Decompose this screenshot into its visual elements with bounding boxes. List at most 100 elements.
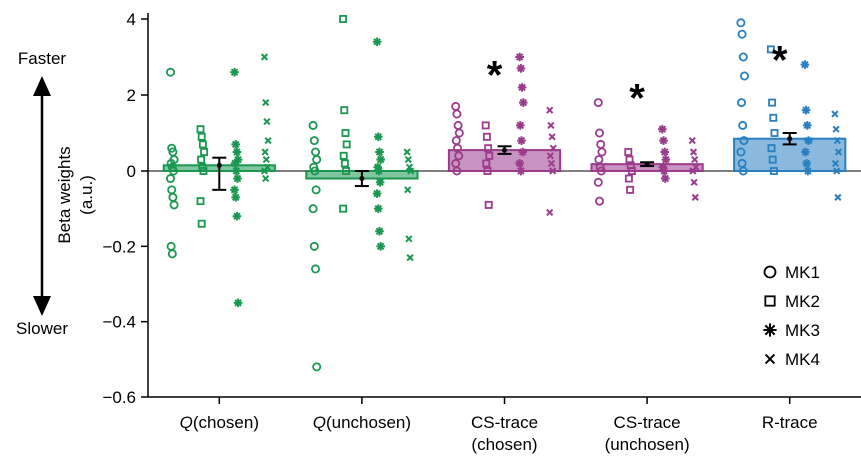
- point-mk4: [546, 152, 554, 160]
- point-mk4: [546, 208, 554, 217]
- point-mk1: [308, 120, 318, 130]
- point-mk4: [264, 137, 272, 145]
- point-mk3: [802, 121, 812, 130]
- point-mk3: [232, 211, 242, 221]
- error-bar: [354, 170, 369, 188]
- point-mk4: [691, 193, 699, 201]
- point-mk1: [165, 174, 175, 184]
- point-mk4: [834, 193, 842, 201]
- point-mk3: [231, 166, 241, 176]
- point-mk2: [482, 159, 491, 168]
- point-mk1: [310, 166, 320, 176]
- point-mk4: [407, 167, 415, 175]
- point-mk3: [515, 121, 525, 130]
- point-mk1: [739, 136, 749, 146]
- point-mk4: [260, 53, 269, 61]
- y-tick-label: 2: [127, 86, 136, 105]
- point-mk1: [740, 71, 750, 81]
- point-mk3: [231, 140, 241, 149]
- point-mk1: [308, 204, 318, 214]
- point-mk3: [515, 52, 525, 62]
- point-mk4: [262, 99, 270, 107]
- point-mk4: [547, 159, 556, 167]
- point-mk1: [451, 136, 461, 146]
- point-mk2: [196, 125, 205, 134]
- point-mk4: [260, 167, 269, 175]
- point-mk2: [197, 219, 206, 228]
- point-mk2: [626, 185, 635, 194]
- point-mk4: [262, 174, 270, 183]
- point-mk4: [689, 167, 697, 175]
- point-mk3: [231, 193, 241, 202]
- point-mk1: [736, 147, 746, 157]
- point-mk3: [230, 159, 240, 168]
- point-mk3: [376, 242, 386, 251]
- point-mk2: [485, 151, 494, 160]
- point-mk2: [768, 155, 777, 164]
- point-mk3: [232, 147, 242, 157]
- point-mk3: [518, 98, 528, 107]
- error-bar: [497, 145, 512, 155]
- point-mk2: [341, 129, 350, 137]
- point-mk3: [374, 166, 384, 176]
- legend-marker-cross: [764, 353, 776, 365]
- point-mk3: [518, 147, 528, 157]
- point-mk2: [342, 140, 351, 149]
- y-axis-label: Beta weights: [55, 146, 74, 243]
- point-mk1: [737, 29, 747, 39]
- point-mk1: [454, 151, 464, 161]
- point-mk2: [340, 159, 349, 168]
- side-labels: Faster Slower Beta weights (a.u.): [16, 49, 96, 338]
- point-mk3: [800, 60, 810, 69]
- point-mk4: [549, 167, 557, 175]
- point-mk4: [691, 156, 699, 164]
- x-tick-label: CS-trace: [614, 413, 681, 432]
- point-mk1: [738, 52, 748, 62]
- legend-marker-circle: [763, 265, 777, 279]
- point-mk4: [405, 235, 413, 243]
- point-mk4: [690, 178, 698, 186]
- x-tick-label: Q(unchosen): [313, 413, 411, 432]
- faster-label: Faster: [18, 49, 67, 68]
- point-mk2: [766, 45, 775, 54]
- point-mk1: [452, 109, 462, 119]
- point-mk2: [198, 140, 207, 149]
- legend-marker-asterisk: [763, 323, 777, 337]
- point-mk2: [482, 132, 491, 141]
- point-mk2: [769, 113, 778, 122]
- point-mk3: [373, 132, 383, 142]
- x-tick-label: Q(chosen): [180, 413, 259, 432]
- legend-label: MK4: [785, 350, 820, 369]
- x-tick-label: CS-trace: [471, 413, 538, 432]
- point-mk2: [197, 155, 206, 164]
- point-mk4: [547, 121, 555, 129]
- error-bar: [212, 156, 227, 191]
- legend-label: MK2: [785, 292, 820, 311]
- point-mk2: [484, 144, 493, 153]
- point-mk1: [737, 98, 747, 108]
- point-mk1: [169, 200, 179, 210]
- point-mk3: [803, 166, 813, 176]
- point-mk1: [736, 18, 746, 28]
- point-mk3: [659, 136, 668, 145]
- point-mk1: [167, 185, 177, 195]
- point-mk3: [660, 147, 670, 157]
- point-mk4: [834, 148, 843, 156]
- point-mk2: [199, 167, 208, 175]
- point-mk1: [310, 264, 320, 274]
- point-mk2: [197, 132, 206, 141]
- point-mk1: [312, 155, 322, 165]
- point-mk3: [516, 166, 526, 176]
- significance-star: *: [772, 38, 788, 82]
- error-bar: [640, 161, 655, 168]
- point-mk3: [372, 37, 382, 47]
- point-mk4: [548, 133, 556, 141]
- legend-label: MK3: [785, 321, 820, 340]
- point-mk1: [168, 166, 178, 176]
- y-tick-label: −0.6: [102, 388, 136, 407]
- point-mk1: [593, 98, 603, 108]
- point-mk2: [340, 106, 349, 115]
- point-mk1: [738, 166, 748, 176]
- point-mk1: [593, 177, 603, 187]
- point-mk2: [339, 151, 348, 160]
